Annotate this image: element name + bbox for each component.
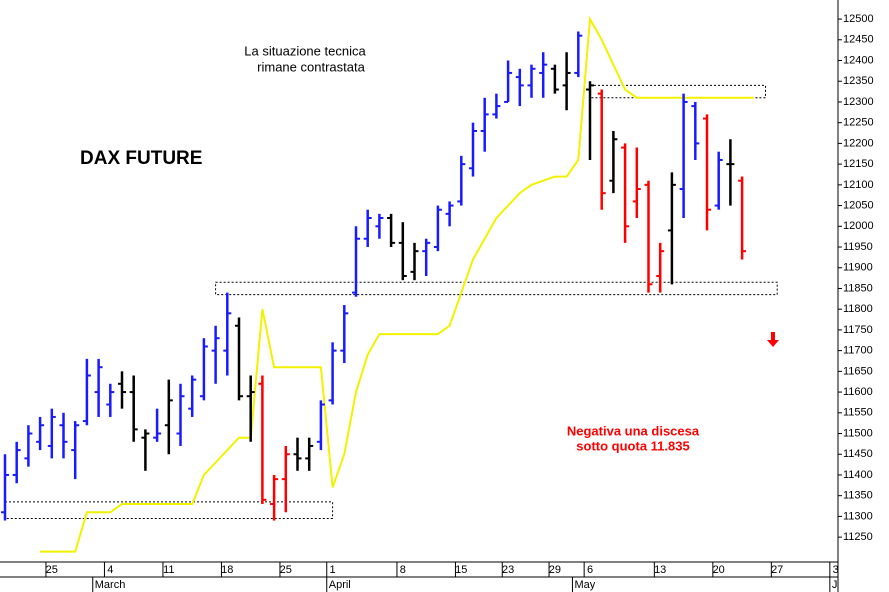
y-tick-label: 11650 bbox=[843, 365, 873, 377]
annotation: rimane contrastata bbox=[257, 59, 365, 74]
x-tick-label: 13 bbox=[654, 564, 666, 576]
annotation: Negativa una discesa bbox=[567, 423, 700, 438]
y-tick-label: 12450 bbox=[843, 34, 874, 46]
y-tick-label: 11350 bbox=[843, 490, 873, 502]
y-tick-label: 11500 bbox=[843, 427, 873, 439]
x-tick-label: 27 bbox=[771, 564, 783, 576]
x-tick-label: 29 bbox=[549, 564, 561, 576]
y-tick-label: 11700 bbox=[843, 345, 873, 357]
x-tick-label: 3 bbox=[833, 564, 839, 576]
x-tick-label: 18 bbox=[221, 564, 233, 576]
month-label: March bbox=[95, 579, 126, 591]
annotation: sotto quota 11.835 bbox=[576, 438, 689, 453]
month-label: April bbox=[329, 579, 351, 591]
y-tick-label: 11900 bbox=[843, 262, 873, 274]
chart-title: DAX FUTURE bbox=[80, 148, 202, 169]
y-tick-label: 11600 bbox=[843, 386, 873, 398]
y-tick-label: 11800 bbox=[843, 303, 873, 315]
month-label: May bbox=[574, 579, 595, 591]
x-tick-label: 6 bbox=[587, 564, 593, 576]
y-tick-label: 11400 bbox=[843, 469, 873, 481]
y-tick-label: 12250 bbox=[843, 117, 874, 129]
y-tick-label: 12150 bbox=[843, 158, 874, 170]
y-tick-label: 11950 bbox=[843, 241, 873, 253]
y-tick-label: 11750 bbox=[843, 324, 873, 336]
y-tick-label: 12000 bbox=[843, 220, 874, 232]
x-tick-label: 15 bbox=[455, 564, 467, 576]
x-tick-label: 23 bbox=[502, 564, 514, 576]
y-tick-label: 11300 bbox=[843, 510, 873, 522]
y-tick-label: 11550 bbox=[843, 407, 873, 419]
y-tick-label: 12350 bbox=[843, 75, 874, 87]
x-tick-label: 8 bbox=[400, 564, 406, 576]
y-tick-label: 12200 bbox=[843, 137, 874, 149]
y-tick-label: 11250 bbox=[843, 531, 873, 543]
y-tick-label: 12300 bbox=[843, 96, 874, 108]
x-tick-label: 4 bbox=[107, 564, 113, 576]
month-label: J bbox=[832, 579, 838, 591]
y-tick-label: 11450 bbox=[843, 448, 873, 460]
x-tick-label: 20 bbox=[713, 564, 725, 576]
line bbox=[40, 15, 754, 553]
x-tick-label: 1 bbox=[330, 564, 336, 576]
annotation: La situazione tecnica bbox=[244, 43, 366, 58]
x-tick-label: 25 bbox=[46, 564, 58, 576]
y-tick-label: 12100 bbox=[843, 179, 874, 191]
y-tick-label: 12500 bbox=[843, 13, 874, 25]
x-tick-label: 11 bbox=[163, 564, 174, 576]
y-tick-label: 11850 bbox=[843, 282, 873, 294]
y-tick-label: 12050 bbox=[843, 199, 874, 211]
x-tick-label: 25 bbox=[280, 564, 292, 576]
y-tick-label: 12400 bbox=[843, 54, 874, 66]
down-arrow bbox=[767, 332, 779, 347]
zone bbox=[215, 281, 778, 296]
